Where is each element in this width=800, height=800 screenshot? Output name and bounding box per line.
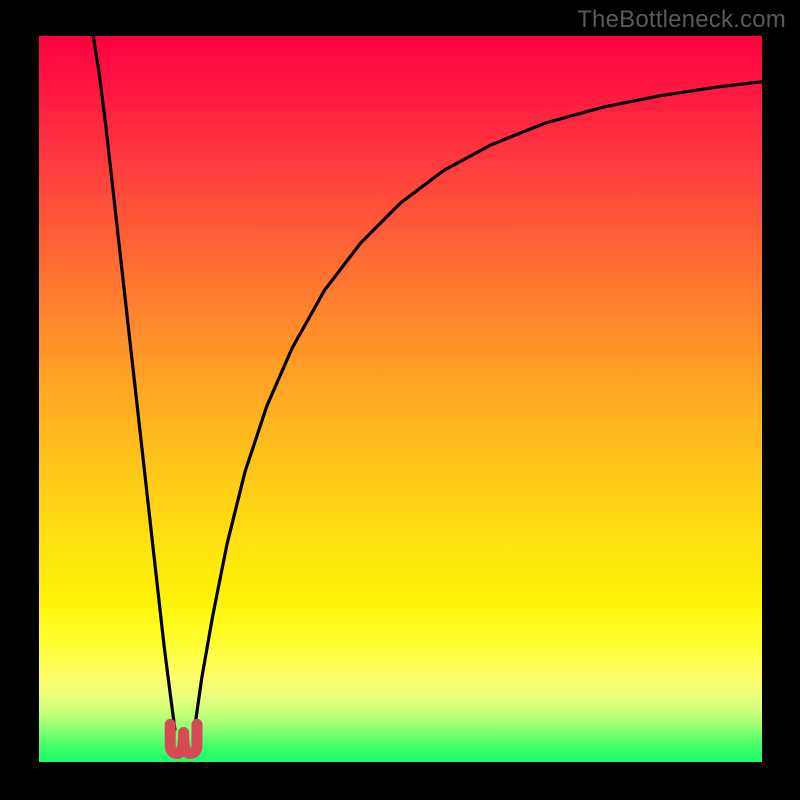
watermark-text: TheBottleneck.com — [577, 6, 786, 34]
chart-container: TheBottleneck.com — [0, 0, 800, 800]
valley-marker — [170, 724, 197, 753]
curve-overlay — [39, 36, 762, 762]
right-curve — [194, 82, 762, 730]
plot-area — [39, 36, 762, 762]
left-curve — [93, 36, 175, 729]
